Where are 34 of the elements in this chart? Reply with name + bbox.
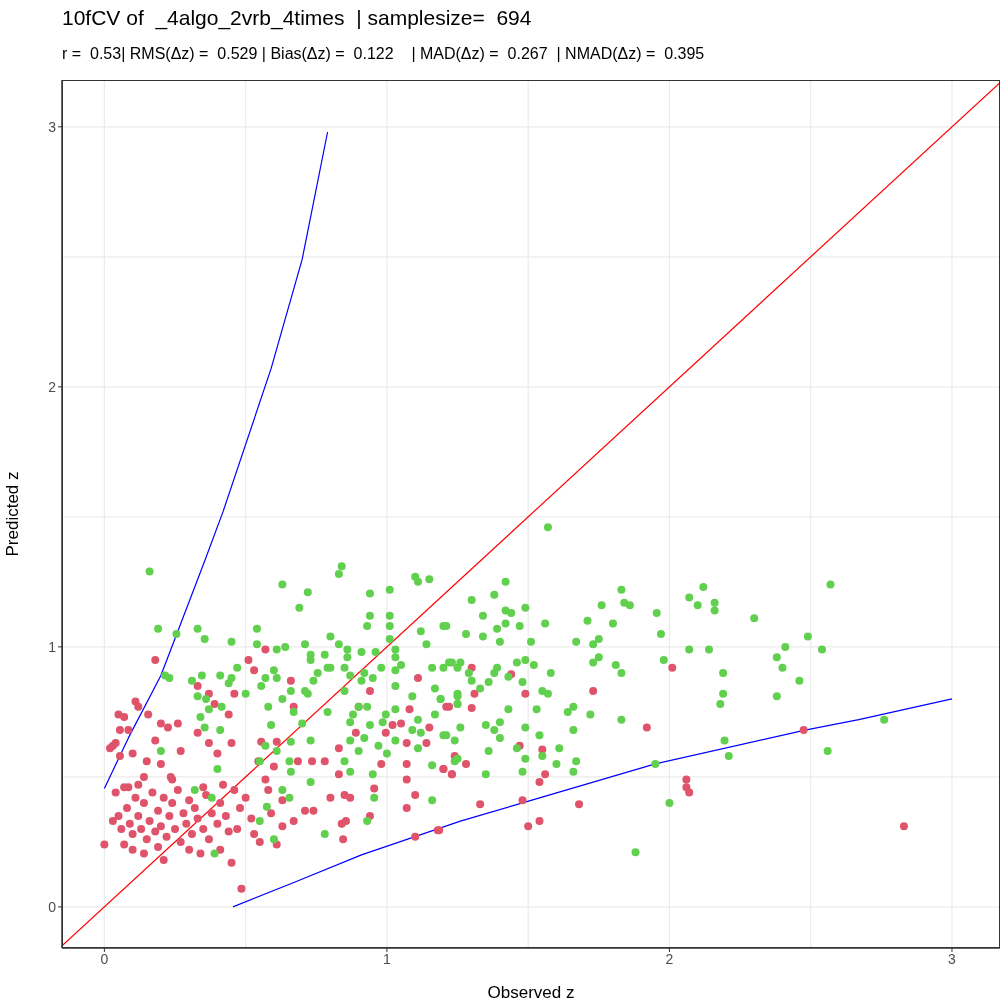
point	[115, 726, 124, 735]
y-tick-label: 0	[48, 898, 57, 915]
point	[535, 817, 544, 826]
y-tick-label: 2	[48, 378, 57, 395]
point	[411, 832, 420, 841]
line-series	[232, 698, 953, 908]
line-series	[103, 131, 329, 790]
point	[115, 752, 124, 761]
chart-subtitle: r = 0.53| RMS(Δz) = 0.529 | Bias(Δz) = 0.122 | MAD(Δz) = 0.267 | NMAD(Δz) = 0.395	[62, 45, 705, 63]
x-axis-title: Observed z	[487, 983, 575, 1002]
point	[524, 822, 533, 831]
x-tick-label: 0	[100, 950, 109, 967]
point	[575, 800, 584, 809]
point	[145, 567, 154, 576]
point	[120, 713, 129, 722]
x-tick-label: 2	[665, 950, 674, 967]
point	[631, 848, 640, 857]
point	[823, 746, 832, 755]
chart-title: 10fCV of _4algo_2vrb_4times | samplesize= 694	[62, 6, 532, 30]
y-tick-label: 1	[48, 638, 57, 655]
point	[665, 798, 674, 807]
point	[685, 788, 694, 797]
point	[151, 655, 160, 664]
x-tick-label: 1	[383, 950, 392, 967]
point	[134, 702, 143, 711]
x-tick-label: 3	[948, 950, 957, 967]
point	[880, 715, 889, 724]
y-axis-title: Predicted z	[3, 471, 23, 557]
point	[682, 775, 691, 784]
point	[724, 752, 733, 761]
point	[899, 822, 908, 831]
y-tick-label: 3	[48, 118, 57, 135]
point	[154, 624, 163, 633]
point	[124, 726, 133, 735]
